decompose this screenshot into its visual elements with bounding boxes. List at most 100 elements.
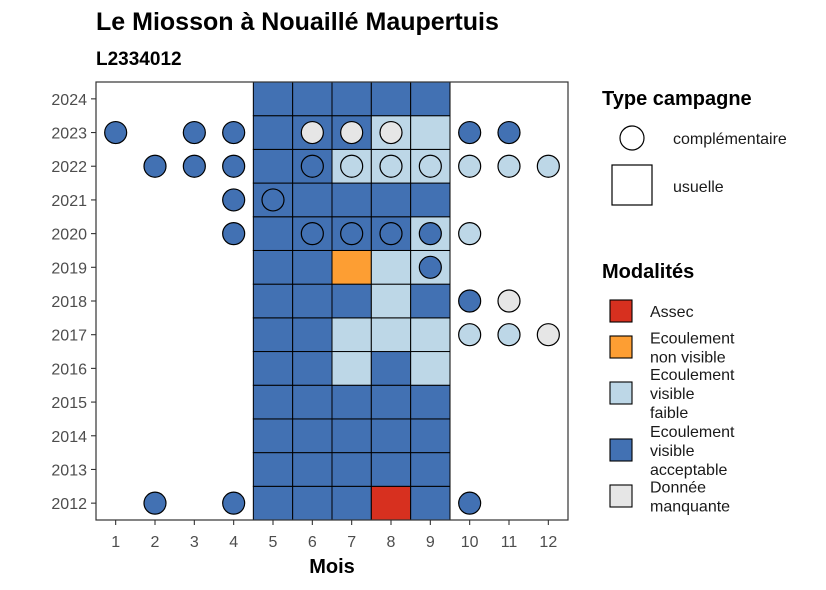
point-2022-2 xyxy=(143,154,167,178)
tile-2016-6 xyxy=(292,351,333,386)
y-tick-label-2020: 2020 xyxy=(51,227,87,244)
x-tick-label-7: 7 xyxy=(347,534,356,551)
tile-2015-7 xyxy=(331,384,372,420)
tile-2016-8 xyxy=(370,351,412,386)
tile-2013-7 xyxy=(331,452,372,487)
x-tick-label-11: 11 xyxy=(501,534,518,551)
point-2023-8 xyxy=(379,120,403,145)
tile-2019-8 xyxy=(370,249,412,285)
tile-2014-8 xyxy=(370,418,412,454)
point-2020-8 xyxy=(379,222,403,246)
y-tick-label-2022: 2022 xyxy=(51,159,87,176)
legend-label-line: Ecoulement xyxy=(650,424,735,441)
tile-2024-7 xyxy=(331,81,372,117)
tile-2024-8 xyxy=(370,81,412,117)
point-2023-10 xyxy=(458,120,482,145)
tile-2013-5 xyxy=(252,452,294,487)
tile-2017-5 xyxy=(252,317,294,353)
tile-2024-6 xyxy=(292,81,333,117)
point-2023-11 xyxy=(497,120,521,145)
point-2017-10 xyxy=(458,323,482,347)
tile-2012-9 xyxy=(410,485,451,521)
x-tick-label-3: 3 xyxy=(190,534,199,551)
legend-title-modalites: Modalités xyxy=(602,261,694,283)
legend-label-complementaire: complémentaire xyxy=(673,131,787,148)
tile-2012-7 xyxy=(331,485,372,521)
tile-2019-6 xyxy=(292,249,333,285)
tile-2019-7 xyxy=(331,249,372,285)
point-2020-9 xyxy=(418,222,442,246)
x-tick-label-2: 2 xyxy=(151,534,160,551)
point-2022-10 xyxy=(458,154,482,178)
x-tick-label-12: 12 xyxy=(539,534,557,551)
y-tick-label-2012: 2012 xyxy=(51,496,87,513)
point-2012-4 xyxy=(222,491,246,515)
tile-2023-5 xyxy=(252,115,294,150)
legend-label-line: Assec xyxy=(650,304,694,321)
tile-2013-9 xyxy=(410,452,451,487)
legend-key-assec xyxy=(609,299,633,323)
tile-2014-6 xyxy=(292,418,333,454)
y-tick-label-2017: 2017 xyxy=(51,328,87,345)
point-2017-11 xyxy=(497,323,521,347)
legend-key-complementaire xyxy=(619,125,645,151)
tile-2018-7 xyxy=(331,283,372,319)
tile-2014-5 xyxy=(252,418,294,454)
tile-2013-8 xyxy=(370,452,412,487)
legend-key-usuelle xyxy=(611,164,653,206)
plot-area xyxy=(95,81,569,521)
legend-label-ecoulement-non-visible: Ecoulement non visible xyxy=(650,331,735,367)
tile-2016-7 xyxy=(331,351,372,386)
point-2022-3 xyxy=(182,154,206,178)
point-2022-9 xyxy=(418,154,442,178)
tile-2021-7 xyxy=(331,182,372,218)
point-2022-11 xyxy=(497,154,521,178)
legend-label-assec: Assec xyxy=(650,304,694,321)
point-2018-11 xyxy=(497,289,521,313)
point-2023-4 xyxy=(222,120,246,145)
point-2022-6 xyxy=(300,154,324,178)
y-tick-label-2024: 2024 xyxy=(51,92,87,109)
y-tick-label-2015: 2015 xyxy=(51,395,87,412)
point-2020-7 xyxy=(340,222,364,246)
point-2022-12 xyxy=(536,154,560,178)
y-tick-label-2014: 2014 xyxy=(51,429,87,446)
usuelle-tiles xyxy=(252,81,451,521)
y-tick-label-2019: 2019 xyxy=(51,260,87,277)
tile-2013-6 xyxy=(292,452,333,487)
tile-2020-5 xyxy=(252,216,294,251)
tile-2021-9 xyxy=(410,182,451,218)
y-tick-label-2023: 2023 xyxy=(51,126,87,143)
legend: Type campagne complémentaire usuelle Mod… xyxy=(602,88,787,516)
point-2012-10 xyxy=(458,491,482,515)
tile-2018-9 xyxy=(410,283,451,319)
tile-2022-5 xyxy=(252,148,294,184)
tile-2017-7 xyxy=(331,317,372,353)
point-2022-7 xyxy=(340,154,364,178)
tile-2021-6 xyxy=(292,182,333,218)
point-2012-2 xyxy=(143,491,167,515)
point-2020-4 xyxy=(222,222,246,246)
legend-label-donnee-manquante: Donnée manquante xyxy=(650,480,730,516)
tile-2024-5 xyxy=(252,81,294,117)
legend-label-line: visible xyxy=(650,443,695,460)
legend-label-line: Donnée xyxy=(650,480,706,497)
x-tick-label-4: 4 xyxy=(229,534,238,551)
legend-label-line: manquante xyxy=(650,499,730,516)
tile-2018-8 xyxy=(370,283,412,319)
complementaire-points xyxy=(104,120,560,515)
legend-key-ecoulement-non-visible xyxy=(609,335,633,359)
chart-title: Le Miosson à Nouaillé Maupertuis xyxy=(96,8,499,36)
legend-label-line: Ecoulement xyxy=(650,367,735,384)
x-tick-label-9: 9 xyxy=(426,534,435,551)
x-axis: 1 2 3 4 5 6 7 8 9 10 11 12 xyxy=(111,520,557,551)
point-2021-4 xyxy=(222,188,246,212)
tile-2017-9 xyxy=(410,317,451,353)
x-tick-label-5: 5 xyxy=(269,534,278,551)
legend-label-line: acceptable xyxy=(650,462,727,479)
point-2023-1 xyxy=(104,120,128,145)
tile-2016-9 xyxy=(410,351,451,386)
tile-2012-6 xyxy=(292,485,333,521)
y-tick-label-2018: 2018 xyxy=(51,294,87,311)
